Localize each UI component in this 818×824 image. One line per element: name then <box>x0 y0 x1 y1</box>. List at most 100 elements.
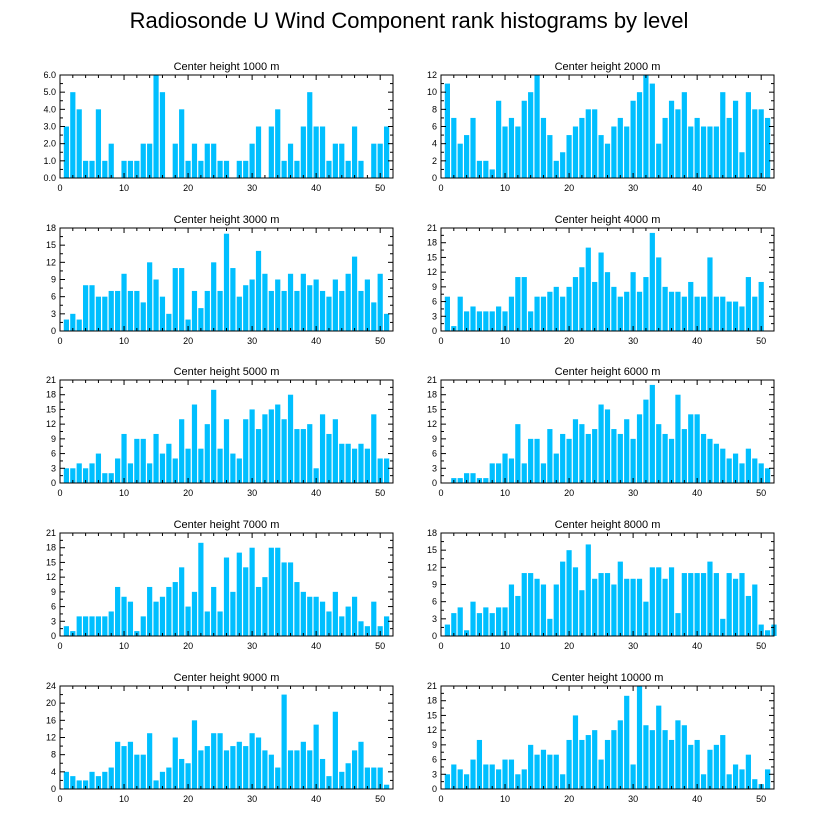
histogram-bar <box>115 586 121 636</box>
histogram-bar <box>579 739 585 789</box>
histogram-bar <box>153 279 159 331</box>
histogram-bar <box>351 448 358 483</box>
histogram-bar <box>300 591 306 636</box>
histogram-bar <box>332 591 338 636</box>
histogram-bar <box>700 433 707 483</box>
histogram-bar <box>255 126 262 178</box>
x-tick-label: 10 <box>500 488 510 498</box>
histogram-bar <box>566 550 572 636</box>
histogram-bar <box>560 561 566 636</box>
histogram-bar <box>383 784 390 789</box>
panel-title: Center height 1000 m <box>174 61 280 73</box>
histogram-bar <box>313 468 319 483</box>
histogram-bar <box>76 319 82 331</box>
histogram-bar <box>102 473 108 483</box>
histogram-bar <box>294 582 300 636</box>
histogram-bar <box>598 573 604 636</box>
x-tick-label: 10 <box>119 641 129 651</box>
histogram-bar <box>300 273 306 331</box>
y-tick-label: 5.0 <box>43 87 56 97</box>
histogram-bar <box>553 286 559 331</box>
histogram-bar <box>140 616 146 636</box>
histogram-bar <box>764 769 771 789</box>
histogram-bar <box>121 746 127 789</box>
histogram-bar <box>63 319 69 331</box>
histogram-bar <box>732 578 739 636</box>
y-tick-label: 0 <box>432 173 437 183</box>
histogram-bar <box>566 438 572 483</box>
y-tick-label: 12 <box>427 70 437 80</box>
histogram-bar <box>720 92 726 178</box>
y-tick-label: 3 <box>51 616 56 626</box>
histogram-bar <box>76 616 82 636</box>
histogram-bar <box>287 143 294 178</box>
histogram-bar <box>185 763 191 789</box>
histogram-bar <box>764 630 771 636</box>
x-tick-label: 0 <box>57 336 62 346</box>
histogram-bar <box>108 767 114 789</box>
histogram-bar <box>95 109 102 178</box>
y-tick-label: 21 <box>427 681 437 691</box>
histogram-bar <box>444 774 450 789</box>
histogram-bar <box>236 160 242 178</box>
histogram-bar <box>294 429 300 483</box>
histogram-bar <box>662 286 668 331</box>
panel-title: Center height 8000 m <box>555 519 661 531</box>
panel-title: Center height 4000 m <box>555 214 661 226</box>
y-tick-label: 21 <box>46 528 56 538</box>
x-tick-label: 30 <box>247 336 257 346</box>
histogram-bar <box>694 739 700 789</box>
histogram-bar <box>668 567 675 636</box>
histogram-bar <box>700 126 707 178</box>
histogram-bar <box>313 126 319 178</box>
histogram-bar <box>364 767 370 789</box>
histogram-bar <box>572 126 579 178</box>
histogram-bar <box>476 311 483 331</box>
histogram-bar <box>752 458 758 483</box>
histogram-bar <box>566 739 572 789</box>
y-tick-label: 18 <box>427 390 437 400</box>
y-tick-label: 12 <box>427 725 437 735</box>
y-tick-label: 6 <box>432 122 437 132</box>
histogram-bar <box>339 616 345 636</box>
histogram-bar <box>694 414 700 483</box>
histogram-bar <box>624 578 630 636</box>
histogram-bar <box>483 160 489 178</box>
histogram-bar <box>643 601 649 636</box>
x-tick-label: 20 <box>564 183 574 193</box>
histogram-bar <box>604 739 611 789</box>
histogram-bar <box>147 143 153 178</box>
figure-title: Radiosonde U Wind Component rank histogr… <box>129 8 689 33</box>
histogram-bar <box>553 453 559 483</box>
x-tick-label: 40 <box>692 641 702 651</box>
histogram-panel: Center height 8000 m 0 10 20 30 40 50 0 3 6 9 12 15 1… <box>427 519 777 651</box>
histogram-bar <box>688 281 694 331</box>
histogram-bar <box>159 596 166 636</box>
histogram-bar <box>172 458 178 483</box>
histogram-bar <box>307 596 313 636</box>
histogram-bar <box>236 296 242 331</box>
x-tick-label: 20 <box>564 641 574 651</box>
histogram-bar <box>198 448 204 483</box>
histogram-bar <box>630 764 636 789</box>
histogram-bar <box>319 758 326 789</box>
histogram-bar <box>211 586 217 636</box>
histogram-bar <box>489 169 495 178</box>
y-tick-label: 15 <box>427 545 437 555</box>
histogram-bar <box>540 584 547 636</box>
histogram-bar <box>547 429 553 483</box>
histogram-bar <box>236 741 242 789</box>
y-tick-label: 6 <box>51 602 56 612</box>
histogram-bar <box>643 75 649 178</box>
histogram-bar <box>732 301 739 331</box>
histogram-bar <box>275 279 281 331</box>
histogram-bar <box>127 160 134 178</box>
histogram-bar <box>726 301 732 331</box>
histogram-bar <box>172 582 178 636</box>
histogram-bar <box>211 143 217 178</box>
histogram-bar <box>457 607 463 636</box>
histogram-bar <box>255 737 262 789</box>
histogram-bar <box>579 117 585 178</box>
x-tick-label: 40 <box>311 336 321 346</box>
histogram-bar <box>63 126 69 178</box>
